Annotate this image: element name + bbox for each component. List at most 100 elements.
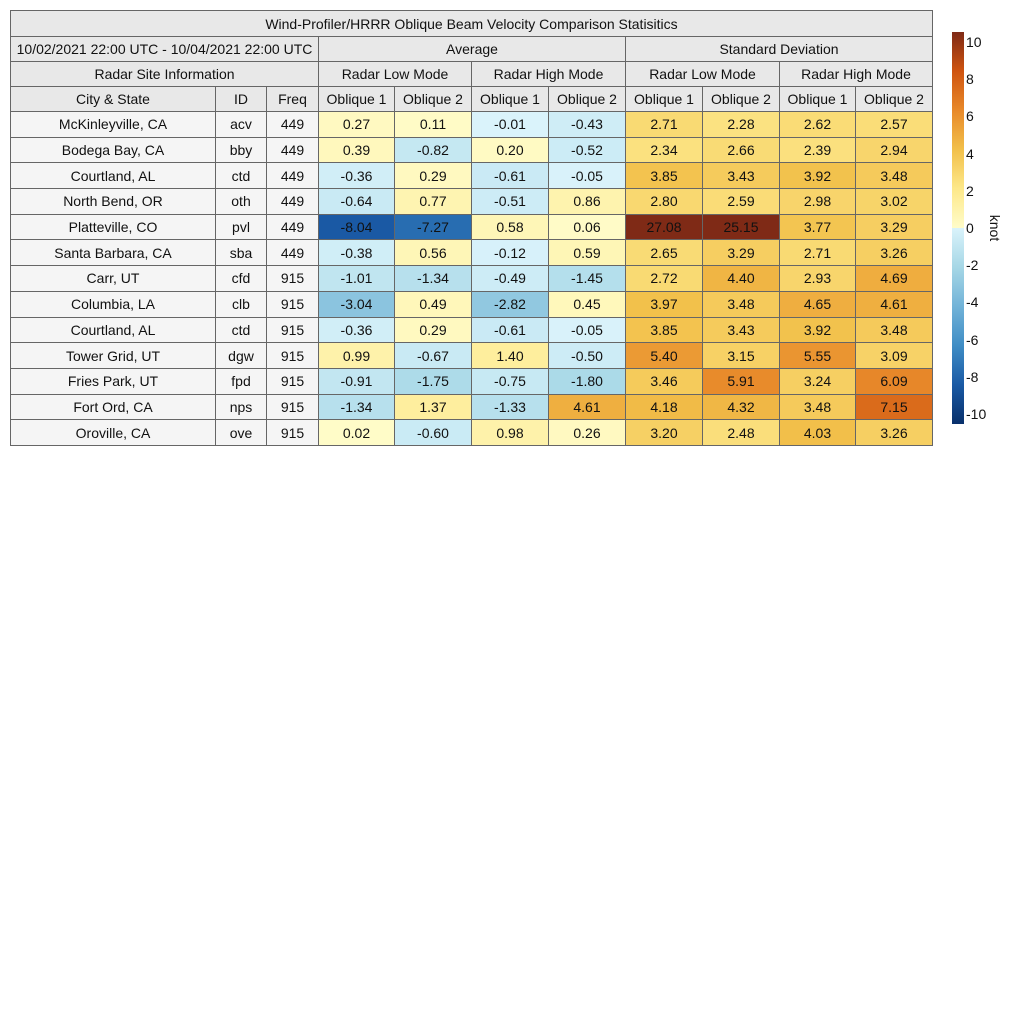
- average-value-cell: -0.49: [471, 265, 549, 292]
- site-id-cell: ove: [215, 419, 267, 446]
- column-header: Oblique 2: [394, 86, 472, 112]
- average-value-cell: -0.51: [471, 188, 549, 215]
- table-row: Courtland, AL ctd 915 -0.36 0.29 -0.61 -0.05 3.…: [10, 316, 933, 344]
- average-value-cell: 0.26: [548, 419, 626, 446]
- table-row: Courtland, AL ctd 449 -0.36 0.29 -0.61 -0.05 3.…: [10, 162, 933, 190]
- site-info-header: Radar Site Information: [10, 61, 319, 87]
- std-value-cell: 3.97: [625, 290, 703, 318]
- std-value-cell: 2.34: [625, 136, 703, 164]
- table-row: Oroville, CA ove 915 0.02 -0.60 0.98 0.26 3.20 2…: [10, 419, 933, 446]
- std-header: Standard Deviation: [625, 36, 933, 62]
- avg-high-mode-header: Radar High Mode: [471, 61, 626, 87]
- average-value-cell: -0.52: [548, 136, 626, 164]
- table-row: McKinleyville, CA acv 449 0.27 0.11 -0.01 -0.4…: [10, 111, 933, 138]
- std-value-cell: 3.29: [855, 213, 933, 241]
- site-name-cell: McKinleyville, CA: [10, 111, 216, 138]
- average-value-cell: 0.56: [394, 239, 472, 267]
- freq-cell: 449: [266, 162, 319, 190]
- std-value-cell: 5.40: [625, 342, 703, 369]
- freq-cell: 449: [266, 239, 319, 267]
- std-value-cell: 3.15: [702, 342, 780, 369]
- average-value-cell: -1.01: [318, 265, 395, 292]
- average-value-cell: -0.43: [548, 111, 626, 138]
- average-value-cell: -0.67: [394, 342, 472, 369]
- freq-cell: 915: [266, 393, 319, 421]
- table-row: Carr, UT cfd 915 -1.01 -1.34 -0.49 -1.45 2.72 4.…: [10, 265, 933, 292]
- std-value-cell: 2.71: [625, 111, 703, 138]
- std-value-cell: 3.48: [779, 393, 856, 421]
- site-id-cell: acv: [215, 111, 267, 138]
- site-name-cell: Bodega Bay, CA: [10, 136, 216, 164]
- table-row: Fort Ord, CA nps 915 -1.34 1.37 -1.33 4.61 4.18…: [10, 393, 933, 421]
- average-value-cell: -0.61: [471, 316, 549, 344]
- average-value-cell: -0.91: [318, 367, 395, 395]
- std-value-cell: 4.69: [855, 265, 933, 292]
- column-header: City & State: [10, 86, 216, 112]
- average-value-cell: -0.36: [318, 316, 395, 344]
- std-value-cell: 4.18: [625, 393, 703, 421]
- site-name-cell: Fries Park, UT: [10, 367, 216, 395]
- colorbar-tick: -8: [966, 368, 979, 385]
- std-low-mode-header: Radar Low Mode: [625, 61, 780, 87]
- std-value-cell: 4.32: [702, 393, 780, 421]
- std-value-cell: 3.09: [855, 342, 933, 369]
- average-value-cell: -0.05: [548, 162, 626, 190]
- freq-cell: 915: [266, 316, 319, 344]
- site-name-cell: Fort Ord, CA: [10, 393, 216, 421]
- site-id-cell: cfd: [215, 265, 267, 292]
- table-row: Tower Grid, UT dgw 915 0.99 -0.67 1.40 -0.50 5.…: [10, 342, 933, 369]
- freq-cell: 449: [266, 213, 319, 241]
- stats-table: Wind-Profiler/HRRR Oblique Beam Velocity…: [10, 10, 933, 446]
- average-value-cell: 0.49: [394, 290, 472, 318]
- std-value-cell: 3.92: [779, 316, 856, 344]
- average-value-cell: -0.82: [394, 136, 472, 164]
- average-value-cell: -0.64: [318, 188, 395, 215]
- average-value-cell: -1.33: [471, 393, 549, 421]
- average-value-cell: 0.59: [548, 239, 626, 267]
- average-value-cell: -0.36: [318, 162, 395, 190]
- avg-low-mode-header: Radar Low Mode: [318, 61, 472, 87]
- average-value-cell: -8.04: [318, 213, 395, 241]
- column-header: Oblique 2: [702, 86, 780, 112]
- site-id-cell: sba: [215, 239, 267, 267]
- std-high-mode-header: Radar High Mode: [779, 61, 933, 87]
- average-value-cell: -1.34: [394, 265, 472, 292]
- table-title: Wind-Profiler/HRRR Oblique Beam Velocity…: [10, 10, 933, 37]
- site-name-cell: Carr, UT: [10, 265, 216, 292]
- average-value-cell: -0.60: [394, 419, 472, 446]
- average-value-cell: 1.40: [471, 342, 549, 369]
- table-row: Fries Park, UT fpd 915 -0.91 -1.75 -0.75 -1.80…: [10, 367, 933, 395]
- average-value-cell: 0.06: [548, 213, 626, 241]
- std-value-cell: 3.20: [625, 419, 703, 446]
- std-value-cell: 2.71: [779, 239, 856, 267]
- std-value-cell: 2.62: [779, 111, 856, 138]
- colorbar-tick: -10: [966, 406, 987, 422]
- std-value-cell: 3.43: [702, 316, 780, 344]
- average-value-cell: 0.58: [471, 213, 549, 241]
- colorbar: [952, 32, 964, 424]
- std-value-cell: 3.26: [855, 419, 933, 446]
- std-value-cell: 2.48: [702, 419, 780, 446]
- site-name-cell: Courtland, AL: [10, 162, 216, 190]
- site-id-cell: bby: [215, 136, 267, 164]
- column-header: Freq: [266, 86, 319, 112]
- std-value-cell: 3.85: [625, 316, 703, 344]
- site-name-cell: Courtland, AL: [10, 316, 216, 344]
- average-header: Average: [318, 36, 626, 62]
- freq-cell: 915: [266, 419, 319, 446]
- std-value-cell: 3.48: [855, 162, 933, 190]
- std-value-cell: 2.94: [855, 136, 933, 164]
- average-value-cell: 1.37: [394, 393, 472, 421]
- average-value-cell: -1.45: [548, 265, 626, 292]
- column-header: ID: [215, 86, 267, 112]
- freq-cell: 915: [266, 265, 319, 292]
- std-value-cell: 2.28: [702, 111, 780, 138]
- std-value-cell: 2.80: [625, 188, 703, 215]
- date-range: 10/02/2021 22:00 UTC - 10/04/2021 22:00 …: [10, 36, 319, 62]
- average-value-cell: 0.02: [318, 419, 395, 446]
- std-value-cell: 2.98: [779, 188, 856, 215]
- average-value-cell: 0.99: [318, 342, 395, 369]
- site-name-cell: Platteville, CO: [10, 213, 216, 241]
- site-id-cell: fpd: [215, 367, 267, 395]
- average-value-cell: -3.04: [318, 290, 395, 318]
